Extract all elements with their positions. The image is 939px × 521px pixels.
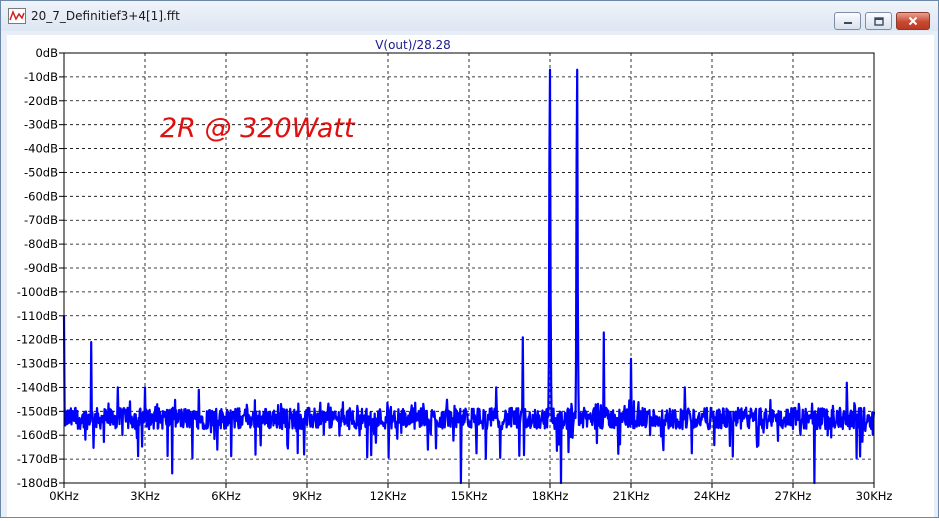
maximize-button[interactable]	[865, 12, 892, 30]
x-axis-ticks: 0KHz 3KHz 6KHz 9KHz 12KHz 15KHz 18KHz 21KHz 24KH…	[49, 483, 892, 503]
y-axis-ticks: 0dB -10dB -20dB -30dB -40dB -50dB -60dB -70dB -8…	[17, 46, 64, 490]
series-title[interactable]: V(out)/28.28	[375, 38, 451, 52]
x-tick-label: 9KHz	[292, 489, 322, 503]
trace-layer	[62, 68, 876, 485]
y-tick-label: -140dB	[17, 380, 58, 394]
x-tick-label: 18KHz	[532, 489, 569, 503]
y-tick-label: 0dB	[35, 46, 58, 60]
x-tick-label: 0KHz	[49, 489, 79, 503]
plot-pane[interactable]: 0dB -10dB -20dB -30dB -40dB -50dB -60dB -70dB -8…	[7, 35, 934, 517]
x-tick-label: 21KHz	[613, 489, 650, 503]
window-title: 20_7_Definitief3+4[1].fft	[31, 9, 180, 23]
y-tick-label: -130dB	[17, 357, 58, 371]
y-tick-label: -150dB	[17, 404, 58, 418]
y-tick-label: -20dB	[24, 94, 58, 108]
trace-line[interactable]	[62, 68, 876, 485]
y-tick-label: -110dB	[17, 309, 58, 323]
x-tick-label: 6KHz	[211, 489, 241, 503]
waveform-icon	[8, 8, 26, 24]
minimize-button[interactable]	[834, 12, 861, 30]
minimize-icon	[843, 22, 852, 24]
title-bar[interactable]: 20_7_Definitief3+4[1].fft	[1, 1, 938, 31]
x-tick-label: 24KHz	[694, 489, 731, 503]
grid	[64, 53, 874, 483]
y-tick-label: -30dB	[24, 118, 58, 132]
x-tick-label: 15KHz	[451, 489, 488, 503]
y-tick-label: -80dB	[24, 237, 58, 251]
restore-icon	[873, 16, 884, 26]
x-tick-label: 27KHz	[775, 489, 812, 503]
y-tick-label: -40dB	[24, 142, 58, 156]
y-tick-label: -90dB	[24, 261, 58, 275]
y-tick-label: -170dB	[17, 452, 58, 466]
y-tick-label: -10dB	[24, 70, 58, 84]
y-tick-label: -100dB	[17, 285, 58, 299]
y-tick-label: -70dB	[24, 213, 58, 227]
y-tick-label: -50dB	[24, 165, 58, 179]
fft-chart[interactable]: 0dB -10dB -20dB -30dB -40dB -50dB -60dB -70dB -8…	[7, 35, 934, 517]
y-tick-label: -180dB	[17, 476, 58, 490]
y-tick-label: -60dB	[24, 189, 58, 203]
y-tick-label: -120dB	[17, 333, 58, 347]
y-tick-label: -160dB	[17, 428, 58, 442]
x-tick-label: 3KHz	[130, 489, 160, 503]
annotation-text: 2R @ 320Watt	[160, 113, 356, 144]
x-tick-label: 12KHz	[370, 489, 407, 503]
close-icon	[908, 16, 918, 26]
close-button[interactable]	[896, 12, 930, 30]
x-tick-label: 30KHz	[856, 489, 893, 503]
